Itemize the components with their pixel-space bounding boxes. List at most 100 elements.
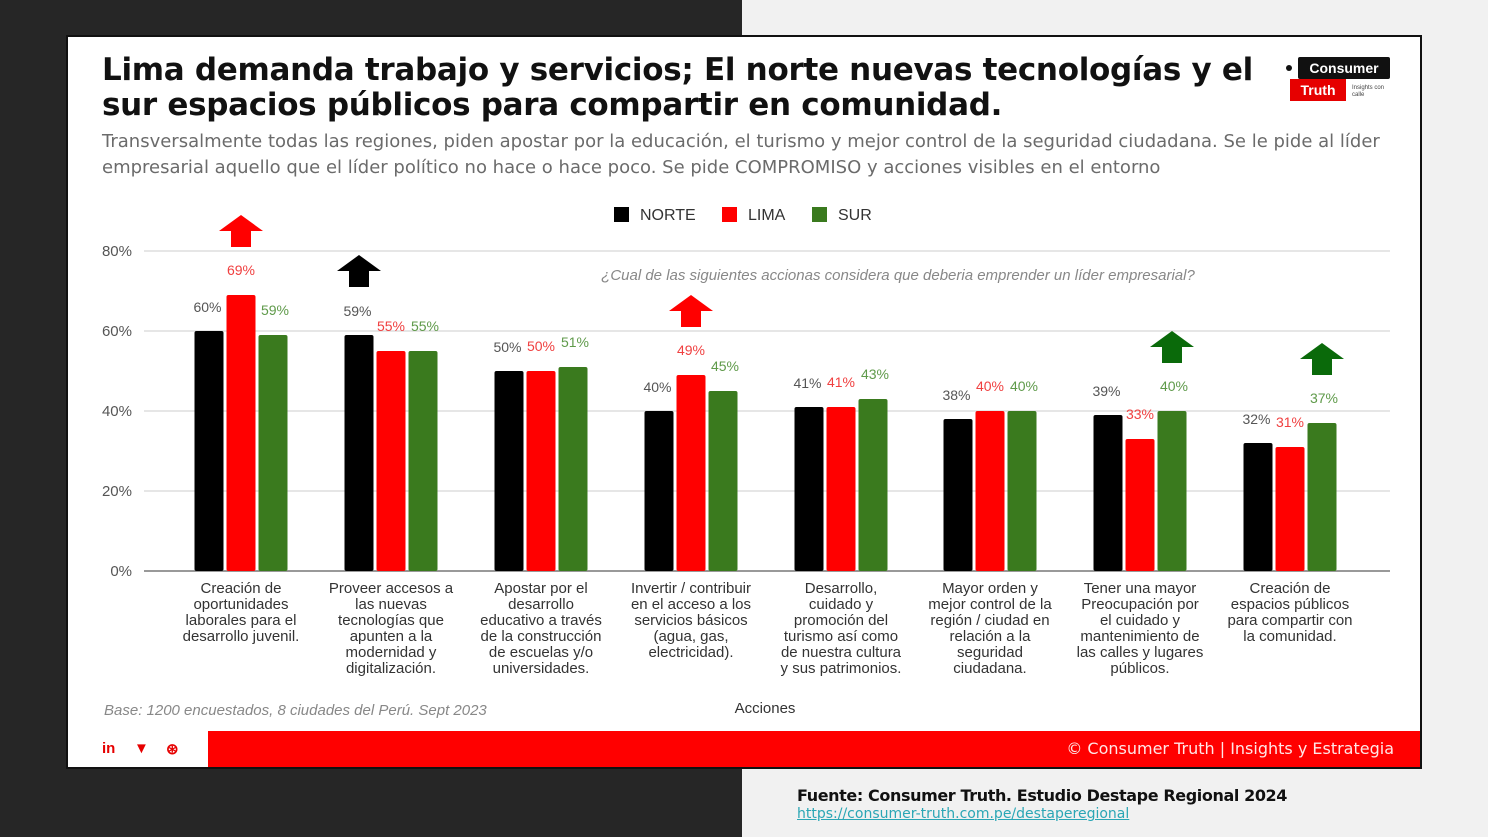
- x-axis-label: Acciones: [735, 700, 796, 717]
- category-label-line: educativo a través: [480, 612, 602, 629]
- category-label-line: de nuestra cultura: [781, 644, 902, 661]
- value-label-sur: 45%: [711, 358, 739, 374]
- bar-norte: [794, 407, 824, 571]
- chart-base-note: Base: 1200 encuestados, 8 ciudades del P…: [104, 702, 487, 719]
- source-link[interactable]: https://consumer-truth.com.pe/destapereg…: [797, 806, 1130, 822]
- category-label-line: relación a la: [950, 628, 1032, 645]
- category-label-line: mantenimiento de: [1080, 628, 1199, 645]
- category-label-line: mejor control de la: [928, 596, 1052, 613]
- category-label-line: las calles y lugares: [1077, 644, 1204, 661]
- value-label-sur: 55%: [411, 318, 439, 334]
- value-label-lima: 33%: [1126, 406, 1154, 422]
- category-label-line: espacios públicos: [1231, 596, 1349, 613]
- dribbble-icon[interactable]: ⊛: [166, 741, 179, 758]
- category-label-line: de la construcción: [481, 628, 602, 645]
- slide-title: Lima demanda trabajo y servicios; El nor…: [102, 52, 1253, 123]
- bar-sur: [408, 351, 438, 571]
- bar-norte: [194, 331, 224, 571]
- bar-norte: [1093, 415, 1123, 571]
- category-label-line: Preocupación por: [1081, 596, 1199, 613]
- category-label-line: modernidad y: [346, 644, 437, 661]
- category-label-line: la comunidad.: [1243, 628, 1336, 645]
- category-label-line: desarrollo: [508, 596, 574, 613]
- value-label-norte: 59%: [343, 303, 371, 319]
- value-label-norte: 38%: [942, 387, 970, 403]
- linkedin-icon[interactable]: in: [102, 740, 116, 757]
- bar-sur: [1307, 423, 1337, 571]
- category-label-line: Desarrollo,: [805, 580, 878, 597]
- bar-norte: [1243, 443, 1273, 571]
- category-label-line: públicos.: [1110, 660, 1169, 677]
- slide: Lima demanda trabajo y servicios; El nor…: [66, 35, 1422, 769]
- bar-norte: [494, 371, 524, 571]
- y-tick-label: 20%: [102, 483, 132, 500]
- category-label-line: Invertir / contribuir: [631, 580, 751, 597]
- highlight-arrow-icon: [1300, 343, 1344, 375]
- value-label-lima: 40%: [976, 378, 1004, 394]
- slide-subtitle: Transversalmente todas las regiones, pid…: [102, 131, 1380, 178]
- highlight-arrow-icon: [337, 255, 381, 287]
- value-label-norte: 40%: [643, 379, 671, 395]
- y-tick-label: 40%: [102, 403, 132, 420]
- value-label-sur: 51%: [561, 334, 589, 350]
- bar-lima: [676, 375, 706, 571]
- category-label-line: desarrollo juvenil.: [183, 628, 300, 645]
- category-label-line: región / ciudad en: [930, 612, 1049, 629]
- bar-lima: [526, 371, 556, 571]
- bar-sur: [1157, 411, 1187, 571]
- value-label-lima: 55%: [377, 318, 405, 334]
- bar-chart: 0% 20% 40% 60% 80% NORTE LIMA SUR ¿Cual de las s…: [102, 207, 1390, 719]
- category-label-line: (agua, gas,: [653, 628, 728, 645]
- value-label-norte: 50%: [493, 339, 521, 355]
- category-label-line: seguridad: [957, 644, 1023, 661]
- legend-swatch-lima: [722, 207, 737, 222]
- category-label-line: Creación de: [1250, 580, 1331, 597]
- value-label-lima: 49%: [677, 342, 705, 358]
- bar-lima: [826, 407, 856, 571]
- category-label-line: cuidado y: [809, 596, 874, 613]
- y-tick-label: 80%: [102, 243, 132, 260]
- value-label-lima: 69%: [227, 262, 255, 278]
- value-label-norte: 60%: [193, 299, 221, 315]
- category-label-line: las nuevas: [355, 596, 427, 613]
- category-label-line: de escuelas y/o: [489, 644, 593, 661]
- value-label-norte: 39%: [1092, 383, 1120, 399]
- highlight-arrow-icon: [219, 215, 263, 247]
- category-label-line: tecnologías que: [338, 612, 444, 629]
- twitter-icon[interactable]: ▼: [134, 740, 149, 757]
- bar-norte: [344, 335, 374, 571]
- bar-sur: [258, 335, 288, 571]
- category-label-line: Proveer accesos a: [329, 580, 454, 597]
- value-label-lima: 41%: [827, 374, 855, 390]
- y-tick-label: 60%: [102, 323, 132, 340]
- legend-label-lima: LIMA: [748, 207, 786, 224]
- logo-consumer: Consumer: [1298, 57, 1390, 79]
- legend-swatch-sur: [812, 207, 827, 222]
- value-label-sur: 40%: [1160, 378, 1188, 394]
- category-label-line: ciudadana.: [953, 660, 1026, 677]
- source-citation: Fuente: Consumer Truth. Estudio Destape …: [797, 786, 1288, 805]
- category-label-line: y sus patrimonios.: [781, 660, 902, 677]
- category-label-line: electricidad).: [648, 644, 733, 661]
- footer-copyright: © Consumer Truth | Insights y Estrategia: [1066, 739, 1394, 758]
- bar-norte: [644, 411, 674, 571]
- value-label-sur: 37%: [1310, 390, 1338, 406]
- category-label-line: apunten a la: [350, 628, 433, 645]
- bar-lima: [226, 295, 256, 571]
- highlight-arrow-icon: [1150, 331, 1194, 363]
- legend-swatch-norte: [614, 207, 629, 222]
- category-label-line: Creación de: [201, 580, 282, 597]
- bar-sur: [558, 367, 588, 571]
- consumer-truth-logo: Consumer Truth Insights con calle: [1284, 55, 1396, 107]
- bar-lima: [975, 411, 1005, 571]
- bar-sur: [708, 391, 738, 571]
- category-label-line: para compartir con: [1227, 612, 1352, 629]
- category-label-line: servicios básicos: [634, 612, 747, 629]
- value-label-lima: 50%: [527, 338, 555, 354]
- category-label-line: promoción del: [794, 612, 888, 629]
- chart-question: ¿Cual de las siguientes accionas conside…: [601, 267, 1195, 284]
- category-label-line: oportunidades: [193, 596, 288, 613]
- category-label-line: Tener una mayor: [1084, 580, 1197, 597]
- category-label-line: Mayor orden y: [942, 580, 1038, 597]
- y-tick-label: 0%: [110, 563, 132, 580]
